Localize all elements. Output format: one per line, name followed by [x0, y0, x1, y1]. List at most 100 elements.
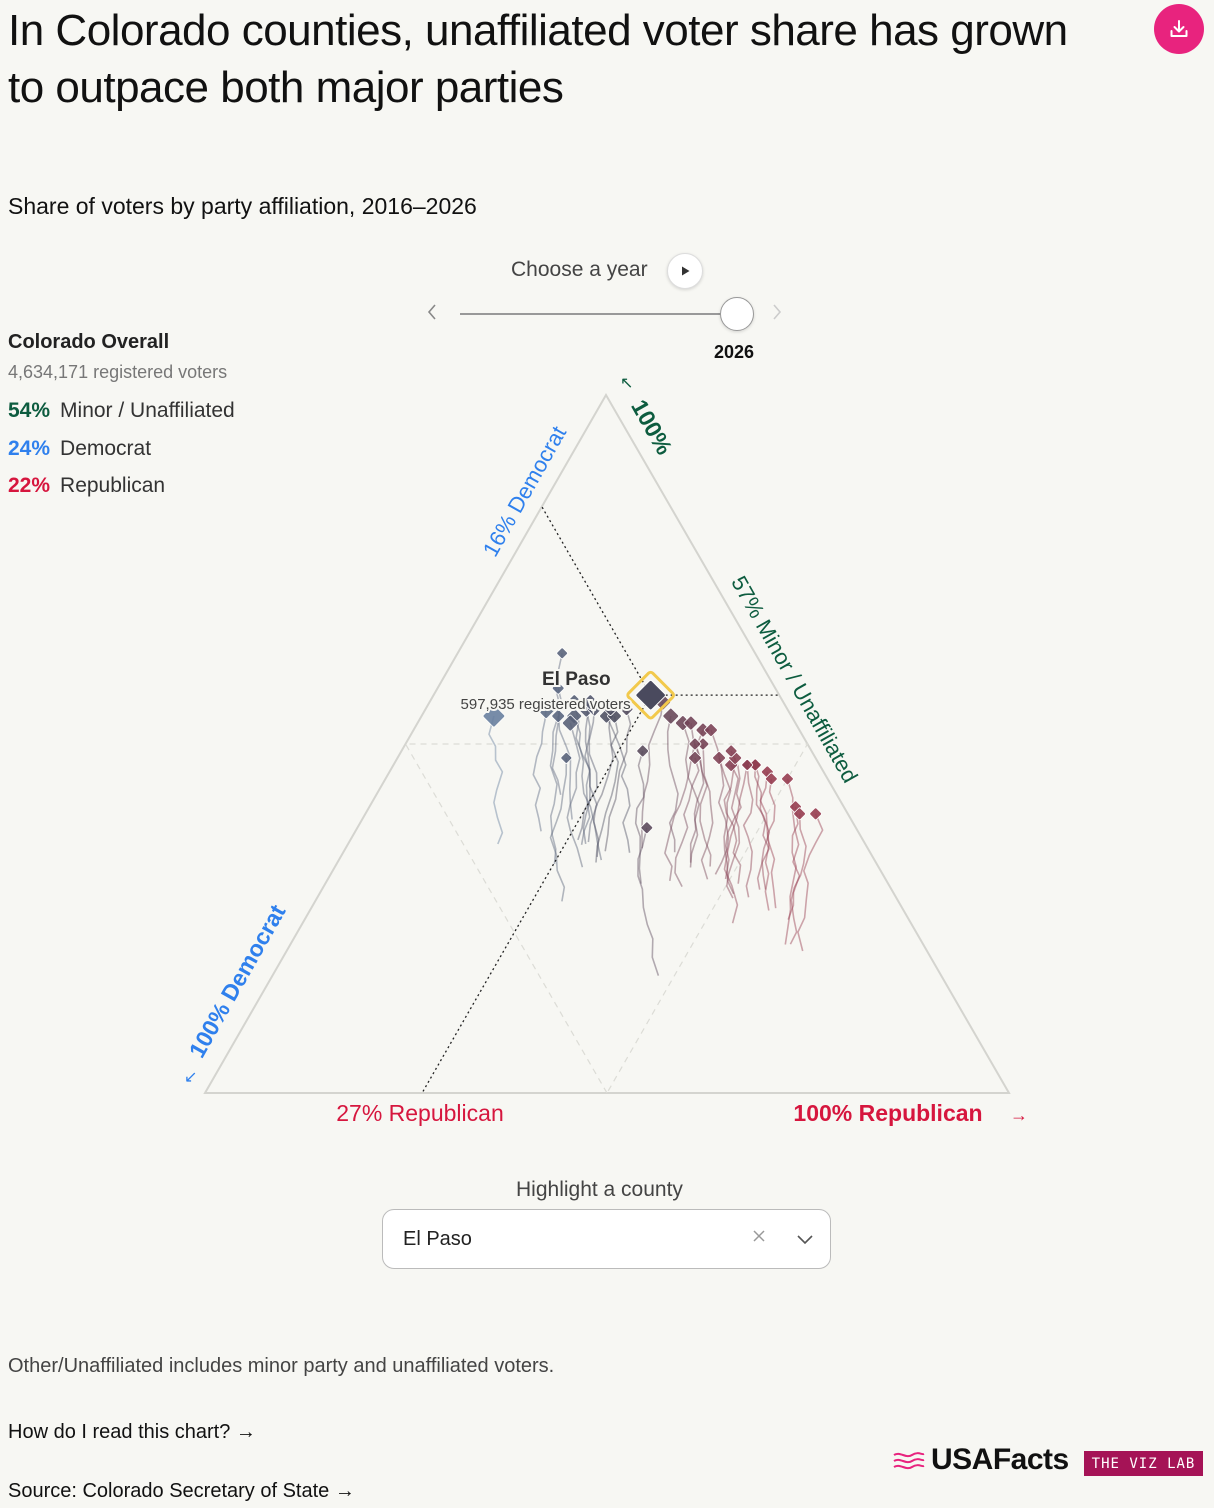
highlight-county-voters: 597,935 registered voters	[461, 696, 631, 713]
county-trail	[604, 708, 632, 852]
county-point	[662, 707, 680, 725]
county-point	[748, 758, 762, 772]
county-trail	[764, 778, 776, 911]
county-point	[562, 714, 579, 732]
county-trail	[700, 743, 714, 880]
year-slider-track[interactable]	[460, 313, 737, 315]
legend-unaffiliated-pct: 54%	[8, 399, 51, 422]
play-button[interactable]	[667, 253, 703, 289]
chevron-left-icon[interactable]	[426, 301, 438, 329]
highlight-point	[635, 679, 666, 711]
arrow-up-left-icon: ↖	[620, 375, 633, 392]
guide-democrat	[541, 506, 652, 696]
county-trail	[605, 715, 631, 853]
vizlab-badge[interactable]: THE VIZ LAB	[1084, 1451, 1203, 1476]
county-point	[640, 821, 654, 835]
county-trail	[789, 813, 807, 945]
county-trail	[592, 709, 614, 857]
county-trail	[725, 764, 741, 899]
usafacts-flag-icon	[893, 1452, 925, 1470]
county-point	[704, 723, 718, 737]
county-point	[781, 772, 794, 786]
axis-label-unaffiliated-value: 57% Minor / Unaffiliated	[726, 572, 863, 787]
download-button[interactable]	[1154, 4, 1204, 54]
selected-year: 2026	[714, 342, 755, 362]
county-trail	[784, 806, 799, 945]
county-point	[809, 807, 822, 821]
how-to-read-link[interactable]: How do I read this chart? →	[8, 1421, 256, 1443]
county-select-label: Highlight a county	[516, 1178, 683, 1201]
legend-republican-label: Republican	[60, 474, 166, 497]
county-trail	[532, 709, 547, 832]
county-point	[724, 744, 738, 758]
county-point	[765, 772, 778, 786]
county-point	[482, 704, 506, 728]
county-trail	[584, 701, 598, 843]
highlight-ring	[626, 670, 675, 720]
arrow-down-left-icon: ↙	[184, 1069, 197, 1086]
county-point	[636, 744, 649, 758]
county-trail	[718, 757, 735, 895]
county-trail	[566, 722, 584, 868]
chevron-down-icon[interactable]	[795, 1229, 815, 1254]
brand-logo[interactable]: USAFacts	[931, 1443, 1069, 1476]
county-trail	[666, 715, 679, 853]
county-trail	[549, 757, 568, 902]
footnote: Other/Unaffiliated includes minor party …	[8, 1355, 555, 1377]
county-trail	[573, 701, 591, 845]
highlight-county-name: El Paso	[542, 669, 611, 690]
county-point	[566, 694, 583, 710]
chevron-right-icon[interactable]	[771, 301, 783, 329]
year-control-label: Choose a year	[511, 258, 648, 281]
legend-unaffiliated: 54% Minor / Unaffiliated	[8, 399, 235, 423]
year-slider-thumb[interactable]	[720, 297, 754, 331]
legend-republican: 22% Republican	[8, 474, 165, 498]
legend-democrat-pct: 24%	[8, 437, 51, 460]
play-icon	[682, 266, 690, 276]
arrow-right-icon: →	[1010, 1105, 1028, 1125]
county-select[interactable]: El Paso	[382, 1209, 831, 1269]
county-point	[695, 722, 711, 738]
county-point	[688, 751, 702, 765]
county-point	[741, 759, 754, 771]
county-point	[619, 702, 634, 716]
county-trail	[595, 715, 620, 863]
axis-label-democrat-value: 16% Democrat	[478, 422, 571, 561]
county-trail	[582, 708, 591, 845]
county-trail	[724, 750, 742, 880]
page-title: In Colorado counties, unaffiliated voter…	[8, 6, 1068, 112]
axis-label-republican-value: 27% Republican	[336, 1100, 504, 1126]
county-trail	[664, 743, 696, 882]
guide-republican	[421, 694, 652, 1094]
county-point	[683, 715, 699, 731]
grid-midline	[404, 743, 809, 1095]
download-icon	[1170, 20, 1188, 37]
county-trail	[723, 757, 742, 884]
county-trail	[759, 771, 777, 909]
county-point	[551, 709, 565, 723]
county-trail	[557, 688, 573, 820]
county-trail	[551, 653, 563, 795]
county-trail	[797, 813, 824, 952]
county-point	[560, 752, 573, 764]
legend-unaffiliated-label: Minor / Unaffiliated	[60, 399, 235, 422]
county-trail	[754, 764, 771, 890]
county-trail	[488, 715, 504, 845]
close-icon[interactable]	[752, 1226, 766, 1249]
county-point	[582, 694, 599, 710]
county-trail	[641, 701, 664, 849]
county-trail	[742, 764, 754, 898]
county-trail	[674, 757, 700, 887]
axis-label-unaffiliated-max: 100%	[626, 395, 678, 459]
county-point	[688, 737, 702, 751]
county-point	[712, 751, 726, 765]
overall-voters: 4,634,171 registered voters	[8, 362, 228, 382]
county-point	[793, 807, 806, 821]
county-trail	[573, 715, 603, 861]
triangle-outline	[203, 392, 1011, 1094]
legend-democrat: 24% Democrat	[8, 437, 151, 461]
county-trail	[577, 709, 598, 841]
ternary-chart: El Paso 597,935 registered voters 27% Repu…	[184, 375, 1028, 1126]
county-point	[551, 681, 565, 695]
source-link[interactable]: Source: Colorado Secretary of State →	[8, 1480, 355, 1502]
